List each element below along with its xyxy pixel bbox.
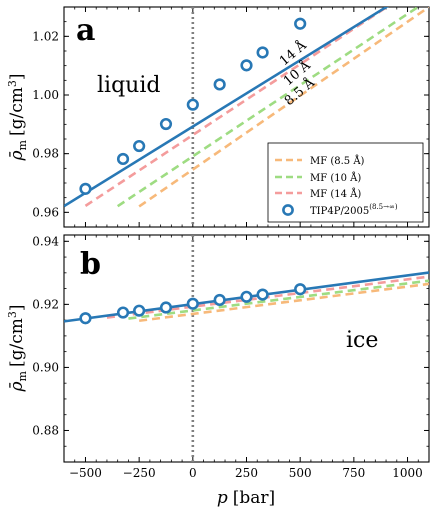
panel-a-data-point [256,46,269,59]
panel-a-data-point [240,59,253,72]
x-axis-label: p [bar] [217,488,275,508]
panel-a-tag: a [76,13,95,48]
panel-b-series-line-mf-85 [138,282,429,323]
panel-a-series-line-mf-85 [138,7,429,208]
legend: MF (8.5 Å) MF (10 Å) MF (14 Å) TIP4P/200… [267,142,424,223]
legend-marker-tip4p [282,204,294,216]
legend-entry-mf-10: MF (10 Å) [275,172,361,184]
panel-a-y-tick-label: 1.02 [32,29,59,43]
x-tick-label: 1000 [392,466,423,480]
panel-b-data-point [133,304,146,317]
panel-a-y-tick-label: 0.96 [32,205,59,219]
legend-label-mf-14: MF (14 Å) [310,188,361,200]
panel-a-data-point [133,139,146,153]
y-axis-label-b: ρ̄m[g/cm3] [6,305,29,393]
panel-b-y-tick-label: 0.90 [32,360,59,374]
panel-b-data-point [186,297,199,310]
panel-a-y-tick-label: 0.98 [32,147,59,161]
panel-b-phase-label: ice [346,328,378,353]
x-tick-label: 250 [235,466,258,480]
x-tick-label: 750 [342,466,365,480]
panel-b-ticks: −500 −250 0 250 500 750 1000 0.88 0.90 0.92 0.94 [32,234,430,480]
x-tick-label: 0 [189,466,197,480]
panel-b-data-point [294,283,307,296]
panel-a-data-point [186,98,199,111]
panel-a-series-labels: 14 Å 10 Å 8.5 Å [276,37,318,109]
panel-b-y-tick-label: 0.94 [32,234,59,248]
legend-entry-mf-8-5: MF (8.5 Å) [275,155,365,167]
legend-entry-tip4p: TIP4P/2005(8.5→∞) [282,203,398,217]
panel-a: 0.96 0.98 1.00 1.02 a liquid 14 Å 10 Å 8.5 … [32,6,430,228]
panel-b-y-tick-label: 0.92 [32,297,59,311]
legend-entry-mf-14: MF (14 Å) [275,188,361,200]
panel-b-data-point [159,301,173,314]
panel-a-data-point [116,152,130,166]
x-tick-label: −500 [69,466,102,480]
x-tick-label: −250 [123,466,156,480]
panel-a-series-line-tip4p [64,7,389,208]
panel-a-data-point [294,17,307,30]
panel-b-tag: b [80,247,101,282]
y-axis-label-a: ρ̄m[g/cm3] [6,74,29,162]
panel-b-data-point [116,306,130,319]
legend-box [267,142,424,223]
panel-a-ticks: 0.96 0.98 1.00 1.02 [32,6,430,228]
panel-a-marks [64,7,429,227]
legend-superscript: (8.5→∞) [369,203,398,211]
panel-b-data-point [79,312,92,325]
legend-label-mf-8-5: MF (8.5 Å) [310,155,365,167]
panel-a-y-tick-label: 1.00 [32,88,59,102]
panel-a-data-point [159,117,173,131]
panel-a-series-line-mf-10 [116,7,421,208]
panel-a-data-point [79,182,92,195]
x-tick-label: 500 [289,466,312,480]
panel-b: −500 −250 0 250 500 750 1000 0.88 0.90 0.92 0.94 b… [32,234,430,480]
panel-b-data-point [240,290,253,303]
panel-b-marks [64,235,429,462]
panel-b-series-line-mf-10 [128,279,429,320]
panel-b-data-point [213,293,226,307]
panel-a-data-point [213,78,226,91]
legend-label-tip4p: TIP4P/2005(8.5→∞) [310,203,398,217]
panel-b-y-tick-label: 0.88 [32,423,59,437]
panel-a-plot-area [64,7,429,227]
panel-b-data-point [256,288,269,301]
panel-a-phase-label: liquid [97,73,160,98]
legend-label-mf-10: MF (10 Å) [310,172,361,184]
